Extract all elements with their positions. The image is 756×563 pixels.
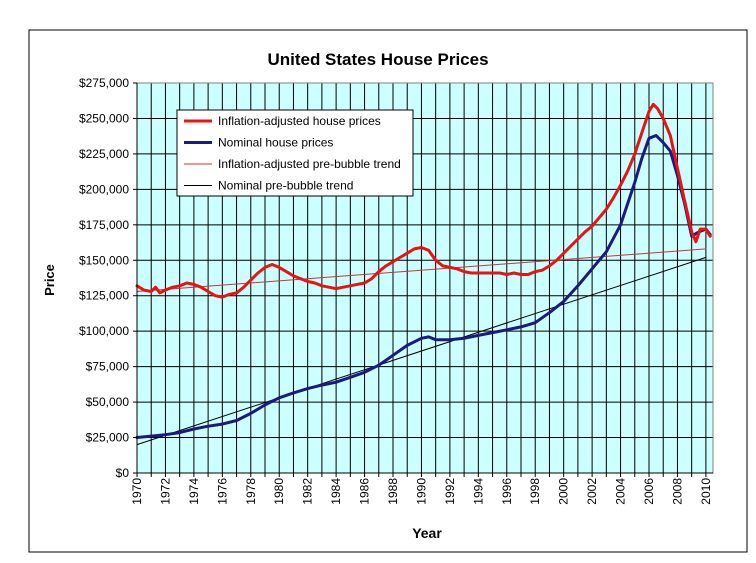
x-tick-label: 1976 (215, 478, 229, 505)
chart-title: United States House Prices (267, 50, 488, 69)
x-tick-label: 2010 (699, 478, 713, 505)
y-tick-label: $50,000 (86, 395, 130, 409)
x-tick-label: 2002 (585, 478, 599, 505)
legend: Inflation-adjusted house prices Nominal h… (176, 109, 414, 197)
y-tick-label: $0 (116, 466, 130, 480)
y-tick-label: $150,000 (79, 253, 129, 267)
y-axis: $0 $25,000 $50,000 $75,000 $100,000 $125,000 $… (79, 76, 138, 480)
x-tick-label: 1982 (301, 478, 315, 505)
series-line-3 (136, 256, 707, 446)
x-axis: 1970 1972 1974 1976 1978 1980 1982 1984 1986 1988… (130, 472, 713, 505)
x-tick-label: 1978 (244, 478, 258, 505)
x-axis-title: Year (412, 525, 442, 541)
x-tick-label: 1974 (187, 478, 201, 505)
x-tick-label: 1984 (329, 478, 343, 505)
x-tick-label: 1990 (414, 478, 428, 505)
y-tick-label: $100,000 (79, 324, 129, 338)
y-tick-label: $275,000 (79, 76, 129, 90)
y-tick-label: $25,000 (86, 431, 130, 445)
x-tick-label: 2006 (642, 478, 656, 505)
x-tick-label: 2004 (614, 478, 628, 505)
legend-box (176, 109, 414, 197)
y-tick-label: $175,000 (79, 218, 129, 232)
y-tick-label: $125,000 (79, 289, 129, 303)
legend-label: Nominal house prices (218, 136, 333, 150)
x-tick-label: 1998 (528, 478, 542, 505)
x-tick-label: 1988 (386, 478, 400, 505)
series-line-1 (135, 134, 712, 439)
y-tick-label: $225,000 (79, 147, 129, 161)
y-axis-title: Price (42, 264, 57, 296)
series-line-2 (136, 248, 707, 292)
legend-label: Inflation-adjusted house prices (218, 114, 381, 128)
x-tick-label: 1972 (158, 478, 172, 505)
series-layer (135, 102, 712, 446)
x-tick-label: 1980 (272, 478, 286, 505)
x-tick-label: 2008 (670, 478, 684, 505)
legend-label: Inflation-adjusted pre-bubble trend (218, 157, 401, 171)
series-line-0 (135, 102, 712, 299)
legend-label: Nominal pre-bubble trend (218, 179, 353, 193)
y-tick-label: $200,000 (79, 182, 129, 196)
x-tick-label: 1986 (358, 478, 372, 505)
x-tick-label: 1970 (130, 478, 144, 505)
x-tick-label: 1992 (443, 478, 457, 505)
x-tick-label: 2000 (557, 478, 571, 505)
y-tick-label: $75,000 (86, 360, 130, 374)
x-tick-label: 1994 (471, 478, 485, 505)
x-tick-label: 1996 (500, 478, 514, 505)
y-tick-label: $250,000 (79, 111, 129, 125)
